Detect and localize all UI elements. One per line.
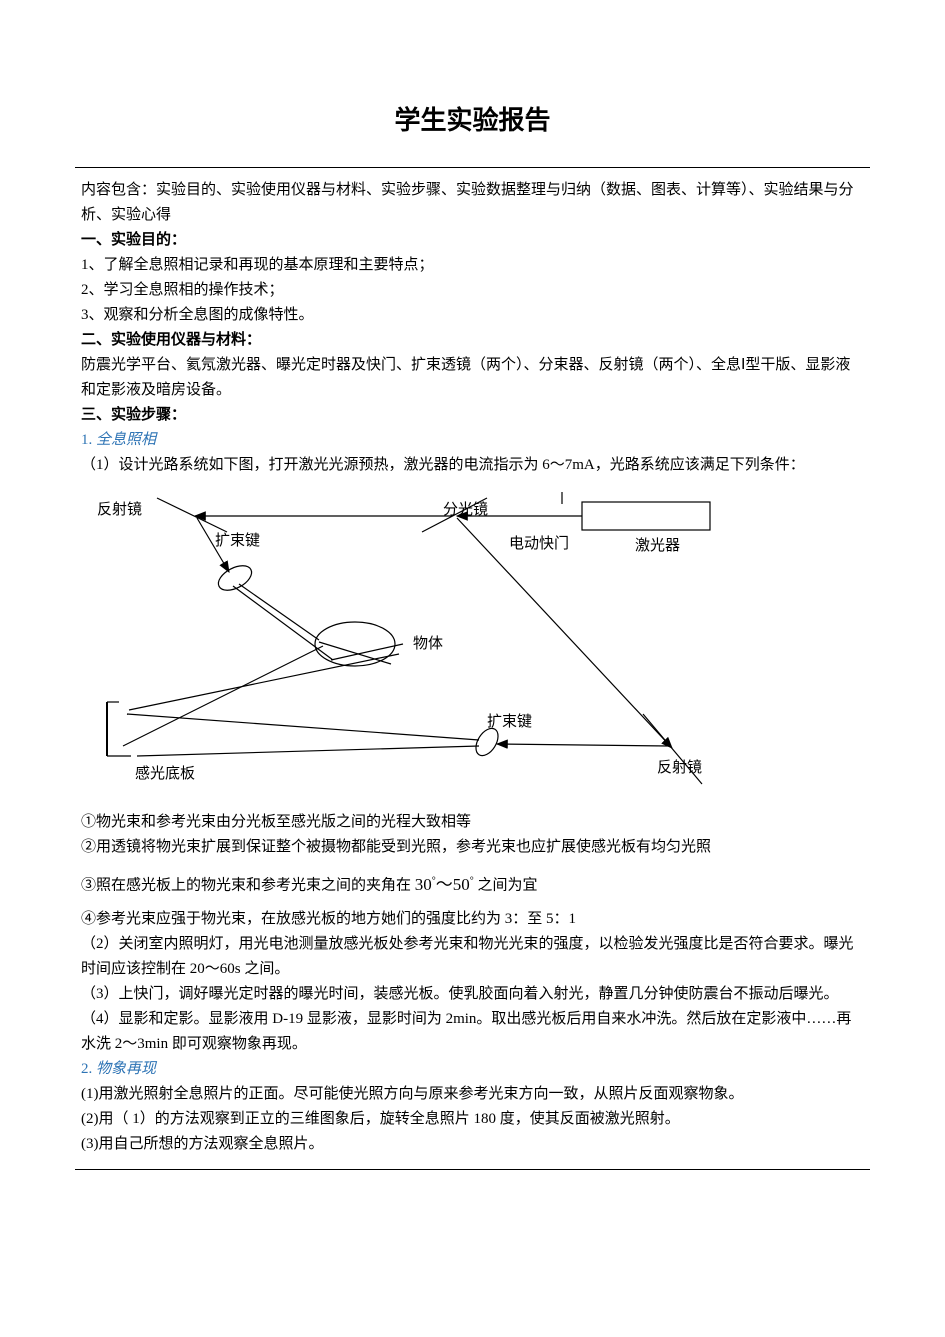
- label-expander1: 扩束键: [215, 529, 260, 550]
- cond3-a: ③照在感光板上的物光束和参考光束之间的夹角在: [81, 878, 411, 894]
- s1-item2: 2、学习全息照相的操作技术；: [81, 278, 864, 303]
- s3-sub2-num: 2.: [81, 1061, 92, 1077]
- cond3-b: 之间为宜: [478, 878, 538, 894]
- s3-sub1: 1. 全息照相: [81, 428, 864, 453]
- label-mirror-br: 反射镜: [657, 756, 702, 777]
- s3-step3: （3）上快门，调好曝光定时器的曝光时间，装感光板。使乳胶面向着入射光，静置几分钟…: [81, 982, 864, 1007]
- label-plate: 感光底板: [135, 762, 195, 783]
- section2-head: 二、实验使用仪器与材料：: [81, 328, 864, 353]
- s3-sub1-num: 1.: [81, 432, 92, 448]
- cond2: ②用透镜将物光束扩展到保证整个被摄物都能受到光照，参考光束也应扩展使感光板有均匀…: [81, 835, 864, 860]
- s3-step4: （4）显影和定影。显影液用 D-19 显影液，显影时间为 2min。取出感光板后…: [81, 1007, 864, 1057]
- label-shutter: 电动快门: [509, 532, 569, 553]
- label-object: 物体: [413, 632, 443, 653]
- section3-head: 三、实验步骤：: [81, 403, 864, 428]
- label-splitter: 分光镜: [443, 498, 488, 519]
- cond3: ③照在感光板上的物光束和参考光束之间的夹角在 30°～50° 之间为宜: [81, 868, 864, 899]
- cond3-math: 30°～50°: [415, 875, 474, 894]
- s3-step2: （2）关闭室内照明灯，用光电池测量放感光板处参考光束和物光光束的强度，以检验发光…: [81, 932, 864, 982]
- optical-path-diagram: 反射镜 扩束键 分光镜 电动快门 激光器 物体 扩束键 感光底板 反射镜: [87, 484, 767, 804]
- s3-r1: (1)用激光照射全息照片的正面。尽可能使光照方向与原来参考光束方向一致，从照片反…: [81, 1082, 864, 1107]
- s1-item1: 1、了解全息照相记录和再现的基本原理和主要特点；: [81, 253, 864, 278]
- page-title: 学生实验报告: [75, 100, 870, 137]
- s3-sub2: 2. 物象再现: [81, 1057, 864, 1082]
- s3-r2: (2)用（ 1）的方法观察到正立的三维图象后，旋转全息照片 180 度，使其反面…: [81, 1107, 864, 1132]
- s3-step1: （1）设计光路系统如下图，打开激光光源预热，激光器的电流指示为 6～7mA，光路…: [81, 453, 864, 478]
- label-laser: 激光器: [635, 534, 680, 555]
- label-expander2: 扩束键: [487, 710, 532, 731]
- section1-head: 一、实验目的：: [81, 228, 864, 253]
- s3-sub1-name: 全息照相: [96, 432, 156, 448]
- report-body: 内容包含：实验目的、实验使用仪器与材料、实验步骤、实验数据整理与归纳（数据、图表…: [75, 167, 870, 1170]
- s2-body: 防震光学平台、氦氖激光器、曝光定时器及快门、扩束透镜（两个）、分束器、反射镜（两…: [81, 353, 864, 403]
- s1-item3: 3、观察和分析全息图的成像特性。: [81, 303, 864, 328]
- s3-sub2-name: 物象再现: [96, 1061, 156, 1077]
- label-mirror-tl: 反射镜: [97, 498, 142, 519]
- intro-text: 内容包含：实验目的、实验使用仪器与材料、实验步骤、实验数据整理与归纳（数据、图表…: [81, 178, 864, 228]
- cond1: ①物光束和参考光束由分光板至感光版之间的光程大致相等: [81, 810, 864, 835]
- s3-r3: (3)用自己所想的方法观察全息照片。: [81, 1132, 864, 1157]
- cond4: ④参考光束应强于物光束，在放感光板的地方她们的强度比约为 3：至 5：1: [81, 907, 864, 932]
